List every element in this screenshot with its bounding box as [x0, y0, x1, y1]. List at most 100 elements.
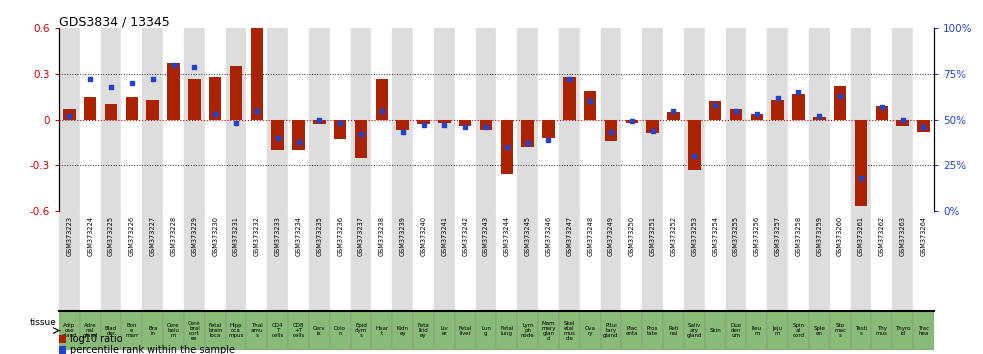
Bar: [59, 28, 80, 211]
Bar: [751, 114, 763, 120]
Bar: [772, 100, 783, 120]
Bar: [850, 310, 871, 350]
Bar: [642, 310, 664, 350]
Point: [915, 124, 931, 130]
Text: Plac
enta: Plac enta: [625, 326, 638, 336]
Bar: [226, 310, 247, 350]
Text: GSM373250: GSM373250: [629, 216, 635, 256]
Text: GSM373259: GSM373259: [816, 216, 823, 256]
Bar: [621, 211, 642, 310]
Bar: [372, 310, 392, 350]
Bar: [204, 28, 226, 211]
Text: Spin
al
cord: Spin al cord: [792, 323, 804, 338]
Point: [228, 120, 244, 126]
Point: [582, 98, 598, 104]
Bar: [163, 310, 184, 350]
Bar: [226, 28, 247, 211]
Text: GDS3834 / 13345: GDS3834 / 13345: [59, 15, 170, 28]
Bar: [601, 211, 621, 310]
Bar: [392, 310, 413, 350]
Point: [374, 108, 389, 113]
Text: Adip
ose
gland: Adip ose gland: [62, 323, 77, 338]
Bar: [146, 100, 159, 120]
Text: GSM373249: GSM373249: [607, 216, 614, 256]
Point: [895, 117, 910, 122]
Text: GSM373237: GSM373237: [358, 216, 364, 256]
Text: GSM373225: GSM373225: [108, 216, 114, 256]
Bar: [355, 120, 368, 158]
Bar: [417, 120, 430, 124]
Bar: [601, 310, 621, 350]
Bar: [314, 120, 325, 124]
Text: GSM373235: GSM373235: [317, 216, 322, 256]
Text: GSM373254: GSM373254: [712, 216, 719, 256]
Bar: [809, 28, 830, 211]
Point: [312, 117, 327, 122]
Bar: [59, 335, 66, 343]
Bar: [59, 310, 80, 350]
Bar: [126, 97, 139, 120]
Point: [833, 93, 848, 99]
Bar: [830, 28, 850, 211]
Bar: [476, 28, 496, 211]
Point: [166, 62, 182, 68]
Point: [457, 124, 473, 130]
Bar: [496, 310, 517, 350]
Bar: [84, 97, 96, 120]
Text: GSM373232: GSM373232: [254, 216, 260, 256]
Bar: [647, 120, 659, 133]
Bar: [309, 28, 329, 211]
Bar: [705, 28, 725, 211]
Text: GSM373255: GSM373255: [733, 216, 739, 256]
Bar: [209, 77, 221, 120]
Bar: [813, 116, 826, 120]
Text: log10 ratio: log10 ratio: [70, 334, 123, 344]
Bar: [767, 310, 788, 350]
Bar: [309, 211, 329, 310]
Bar: [122, 28, 143, 211]
Text: GSM373227: GSM373227: [149, 216, 155, 256]
Bar: [621, 310, 642, 350]
Bar: [376, 79, 388, 120]
Text: GSM373243: GSM373243: [483, 216, 489, 256]
Bar: [725, 28, 746, 211]
Point: [145, 76, 160, 82]
Bar: [372, 28, 392, 211]
Bar: [267, 310, 288, 350]
Bar: [788, 310, 809, 350]
Bar: [684, 310, 705, 350]
Bar: [434, 211, 455, 310]
Bar: [893, 28, 913, 211]
Bar: [517, 211, 538, 310]
Bar: [459, 120, 472, 126]
Bar: [871, 28, 893, 211]
Text: Sple
en: Sple en: [813, 326, 825, 336]
Bar: [538, 211, 559, 310]
Bar: [392, 28, 413, 211]
Bar: [500, 120, 513, 175]
Point: [478, 124, 493, 130]
Bar: [143, 28, 163, 211]
Text: GSM373245: GSM373245: [525, 216, 531, 256]
Bar: [143, 211, 163, 310]
Text: Thal
amu
s: Thal amu s: [251, 323, 263, 338]
Point: [207, 112, 223, 117]
Point: [874, 104, 890, 110]
Text: GSM373256: GSM373256: [754, 216, 760, 256]
Point: [811, 113, 827, 119]
Bar: [684, 28, 705, 211]
Bar: [746, 28, 767, 211]
Bar: [850, 28, 871, 211]
Bar: [642, 211, 664, 310]
Point: [686, 153, 702, 159]
Bar: [876, 106, 888, 120]
Text: GSM373264: GSM373264: [920, 216, 926, 256]
Text: tissue: tissue: [30, 318, 57, 327]
Bar: [105, 104, 117, 120]
Text: Sto
mac
s: Sto mac s: [835, 323, 846, 338]
Bar: [413, 28, 434, 211]
Bar: [204, 211, 226, 310]
Bar: [163, 28, 184, 211]
Text: GSM373262: GSM373262: [879, 216, 885, 256]
Bar: [664, 310, 684, 350]
